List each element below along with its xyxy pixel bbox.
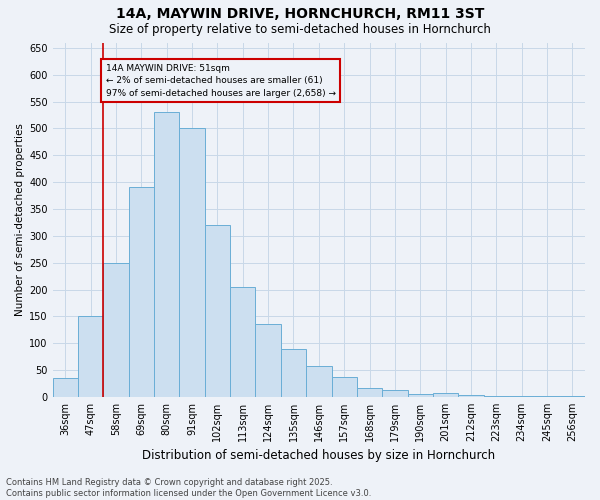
Bar xyxy=(256,324,281,397)
Bar xyxy=(78,316,103,397)
Text: Size of property relative to semi-detached houses in Hornchurch: Size of property relative to semi-detach… xyxy=(109,22,491,36)
Bar xyxy=(53,378,78,397)
Bar xyxy=(509,396,535,397)
Text: 14A MAYWIN DRIVE: 51sqm
← 2% of semi-detached houses are smaller (61)
97% of sem: 14A MAYWIN DRIVE: 51sqm ← 2% of semi-det… xyxy=(106,64,336,98)
Bar xyxy=(230,287,256,397)
Bar xyxy=(407,394,433,397)
Bar xyxy=(281,348,306,397)
X-axis label: Distribution of semi-detached houses by size in Hornchurch: Distribution of semi-detached houses by … xyxy=(142,450,496,462)
Bar xyxy=(560,396,585,397)
Bar xyxy=(103,262,129,397)
Bar xyxy=(179,128,205,397)
Bar xyxy=(357,388,382,397)
Bar xyxy=(205,225,230,397)
Bar xyxy=(129,188,154,397)
Bar xyxy=(154,112,179,397)
Bar xyxy=(306,366,332,397)
Text: Contains HM Land Registry data © Crown copyright and database right 2025.
Contai: Contains HM Land Registry data © Crown c… xyxy=(6,478,371,498)
Bar xyxy=(458,395,484,397)
Text: 14A, MAYWIN DRIVE, HORNCHURCH, RM11 3ST: 14A, MAYWIN DRIVE, HORNCHURCH, RM11 3ST xyxy=(116,8,484,22)
Bar xyxy=(382,390,407,397)
Bar xyxy=(535,396,560,397)
Bar xyxy=(433,392,458,397)
Y-axis label: Number of semi-detached properties: Number of semi-detached properties xyxy=(15,124,25,316)
Bar xyxy=(332,376,357,397)
Bar xyxy=(484,396,509,397)
